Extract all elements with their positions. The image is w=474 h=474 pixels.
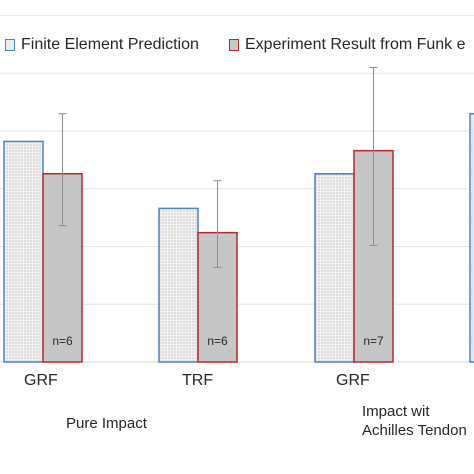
bars	[3, 112, 474, 363]
category-label-grf-2: GRF	[336, 372, 370, 389]
sample-size-label: n=7	[363, 334, 384, 348]
bar-fe-prediction	[314, 173, 355, 363]
legend-item-fe-prediction: Finite Element Prediction	[5, 36, 199, 54]
category-label-grf-1: GRF	[24, 372, 58, 389]
bar-fe-prediction	[469, 112, 474, 363]
legend-label-experiment: Experiment Result from Funk e	[245, 36, 466, 53]
sample-size-labels: n=6 n=6 n=7	[52, 334, 384, 348]
legend-swatch-experiment	[229, 39, 239, 51]
sample-size-label: n=6	[207, 334, 228, 348]
group-label-pure-impact: Pure Impact	[66, 415, 147, 432]
legend-swatch-fe	[5, 39, 15, 51]
bar-fe-prediction	[158, 207, 199, 363]
bar-fe-prediction	[3, 140, 44, 363]
legend-item-experiment: Experiment Result from Funk e	[229, 36, 466, 54]
error-bars	[58, 67, 378, 268]
sample-size-label: n=6	[52, 334, 73, 348]
category-label-trf: TRF	[182, 372, 214, 389]
group-label-impact-achilles: Impact wit Achilles Tendon	[362, 403, 467, 439]
legend-label-fe: Finite Element Prediction	[21, 36, 199, 53]
